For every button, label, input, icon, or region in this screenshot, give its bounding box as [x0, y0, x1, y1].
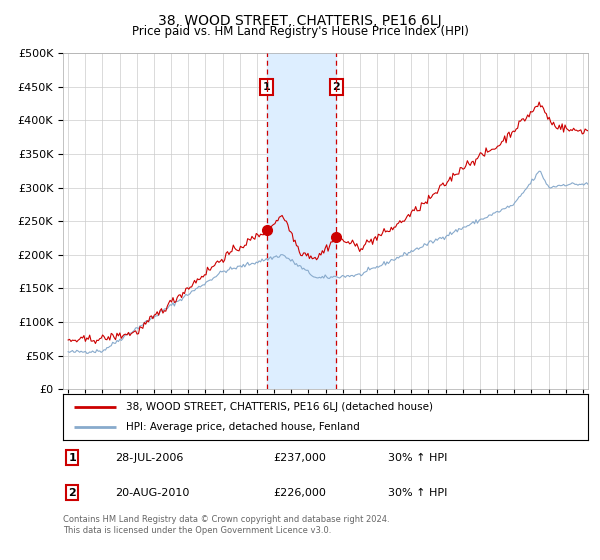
Text: 30% ↑ HPI: 30% ↑ HPI	[389, 453, 448, 463]
Text: 2: 2	[332, 82, 340, 92]
Text: 38, WOOD STREET, CHATTERIS, PE16 6LJ (detached house): 38, WOOD STREET, CHATTERIS, PE16 6LJ (de…	[126, 402, 433, 412]
Text: HPI: Average price, detached house, Fenland: HPI: Average price, detached house, Fenl…	[126, 422, 360, 432]
Text: Price paid vs. HM Land Registry's House Price Index (HPI): Price paid vs. HM Land Registry's House …	[131, 25, 469, 38]
Text: £237,000: £237,000	[273, 453, 326, 463]
Text: 1: 1	[263, 82, 271, 92]
Text: £226,000: £226,000	[273, 488, 326, 498]
Text: 2: 2	[68, 488, 76, 498]
Text: 38, WOOD STREET, CHATTERIS, PE16 6LJ: 38, WOOD STREET, CHATTERIS, PE16 6LJ	[158, 14, 442, 28]
Text: 20-AUG-2010: 20-AUG-2010	[115, 488, 190, 498]
Text: 30% ↑ HPI: 30% ↑ HPI	[389, 488, 448, 498]
Bar	[266, 53, 337, 389]
Text: Contains HM Land Registry data © Crown copyright and database right 2024.
This d: Contains HM Land Registry data © Crown c…	[63, 515, 389, 535]
Text: 1: 1	[68, 453, 76, 463]
Text: 28-JUL-2006: 28-JUL-2006	[115, 453, 184, 463]
